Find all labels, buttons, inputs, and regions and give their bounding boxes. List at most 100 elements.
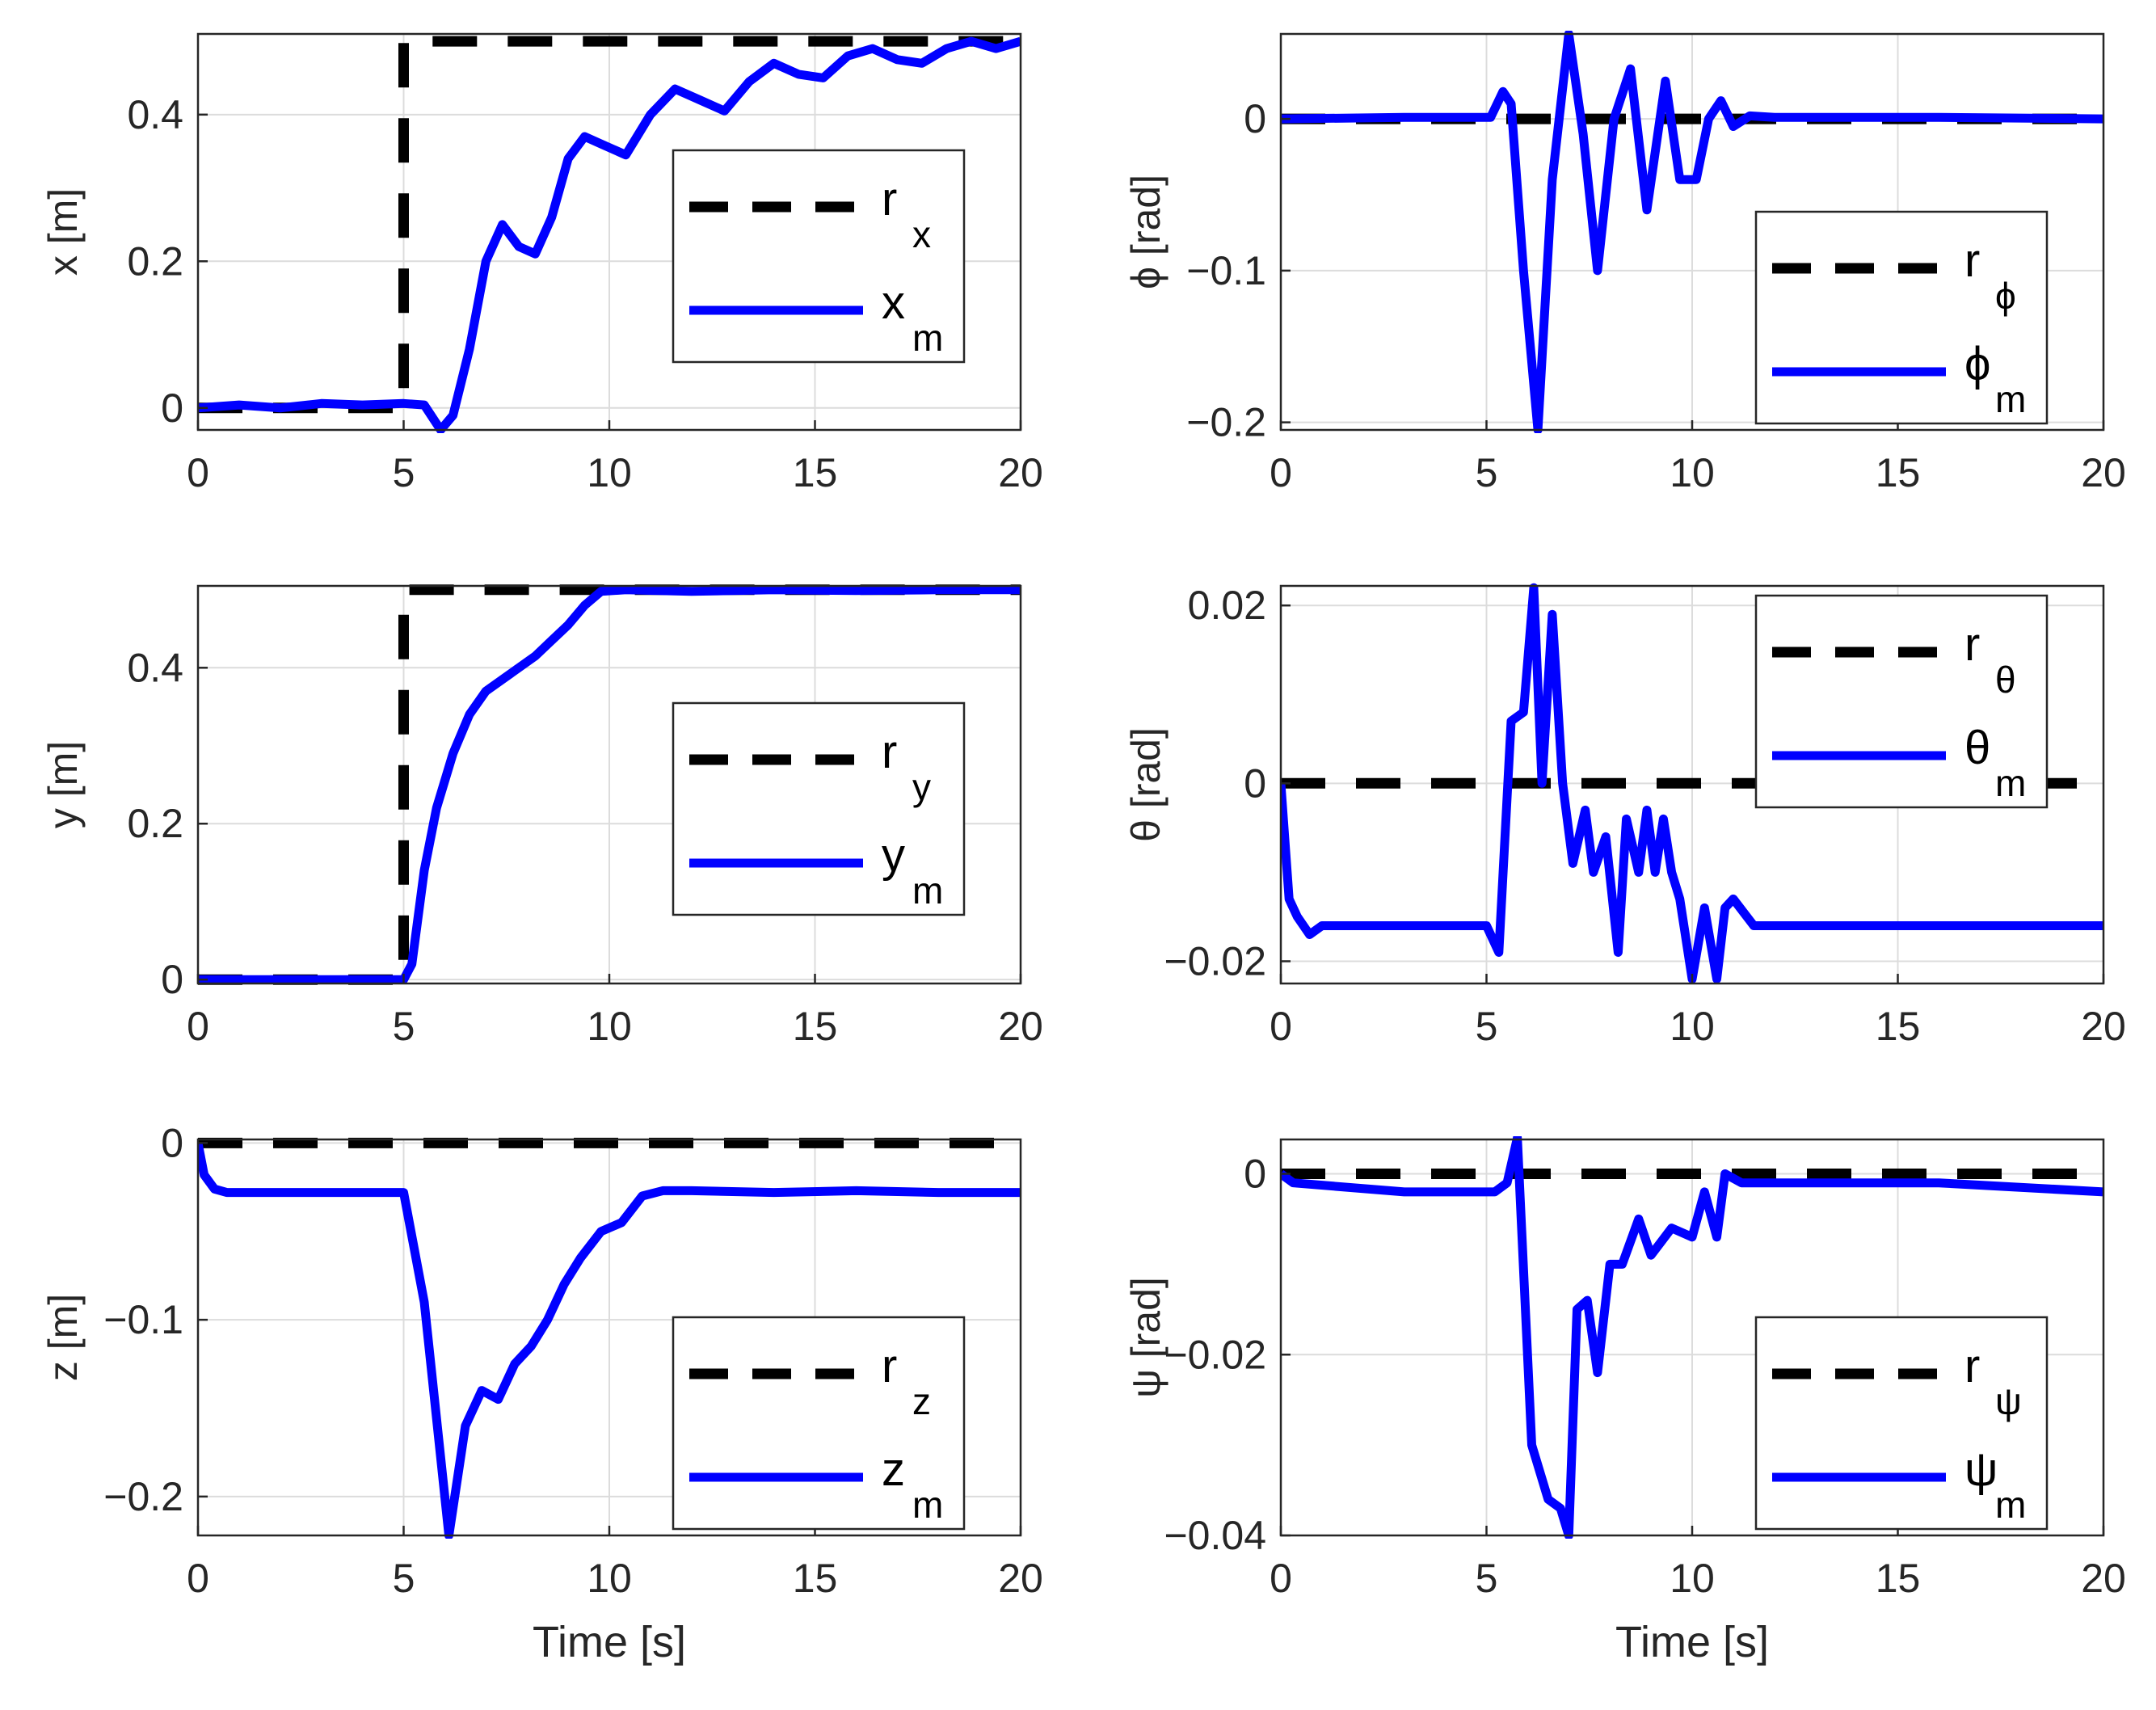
y-ylabel: y [m] [40, 741, 86, 828]
psi-ylabel: ψ [rad] [1123, 1277, 1169, 1398]
theta-legend-sub-1: m [1995, 762, 2026, 804]
y-xtick-label-4: 20 [998, 1004, 1043, 1049]
z-ytick-label-2: 0 [161, 1120, 183, 1165]
x-series-x_m [198, 36, 1021, 433]
y-series-y_m [198, 585, 1021, 984]
y-legend-label-1: y [882, 829, 905, 882]
z-xtick-label-4: 20 [998, 1556, 1043, 1601]
x-legend-label-1: x [882, 276, 905, 329]
psi-ytick-label-0: −0.04 [1164, 1513, 1266, 1558]
psi-legend-box [1754, 1316, 2049, 1531]
x-legend-label-0: r [882, 173, 897, 225]
y-ytick-label-0: 0 [161, 957, 183, 1002]
y-legend-label-0: r [882, 726, 897, 778]
phi-xtick-label-4: 20 [2081, 450, 2126, 495]
z-legend-sub-1: m [912, 1484, 943, 1526]
theta-ytick-label-1: 0 [1244, 760, 1266, 806]
theta-xtick-label-0: 0 [1270, 1004, 1292, 1049]
z-xtick-label-1: 5 [393, 1556, 415, 1601]
y-ytick-label-2: 0.4 [127, 645, 183, 690]
x-xtick-label-1: 5 [393, 450, 415, 495]
x-xtick-label-0: 0 [187, 450, 209, 495]
z-legend-sub-0: z [912, 1380, 931, 1422]
psi-ytick-label-1: −0.02 [1164, 1332, 1266, 1377]
z-legend-label-0: r [882, 1340, 897, 1392]
theta-xtick-label-1: 5 [1476, 1004, 1498, 1049]
psi-series-psi_m [1281, 1136, 2103, 1539]
z-ytick-label-0: −0.2 [103, 1474, 183, 1519]
z-series-z_m [198, 1142, 1021, 1539]
psi-xtick-label-4: 20 [2081, 1556, 2126, 1601]
phi-legend-box [1754, 210, 2049, 425]
phi-ytick-label-2: 0 [1244, 96, 1266, 141]
phi-ytick-label-0: −0.2 [1186, 400, 1266, 445]
phi-xtick-label-3: 15 [1876, 450, 1921, 495]
z-legend-label-1: z [882, 1443, 905, 1496]
x-ylabel: x [m] [40, 188, 86, 276]
y-xtick-label-0: 0 [187, 1004, 209, 1049]
phi-ytick-label-1: −0.1 [1186, 248, 1266, 293]
x-xtick-label-4: 20 [998, 450, 1043, 495]
x-ytick-label-0: 0 [161, 385, 183, 431]
psi-ytick-label-2: 0 [1244, 1152, 1266, 1197]
phi-xtick-label-2: 10 [1670, 450, 1715, 495]
z-xtick-label-0: 0 [187, 1556, 209, 1601]
x-legend-sub-1: m [912, 317, 943, 359]
x-ytick-label-1: 0.2 [127, 238, 183, 284]
psi-legend-sub-1: m [1995, 1484, 2026, 1526]
psi-xlabel: Time [s] [1615, 1618, 1769, 1666]
y-xtick-label-3: 15 [793, 1004, 838, 1049]
theta-ytick-label-2: 0.02 [1188, 583, 1266, 628]
theta-xtick-label-3: 15 [1876, 1004, 1921, 1049]
phi-series-phi_m [1281, 31, 2103, 433]
y-legend-sub-0: y [912, 766, 931, 808]
psi-xtick-label-0: 0 [1270, 1556, 1292, 1601]
y-ytick-label-1: 0.2 [127, 801, 183, 846]
y-legend-sub-1: m [912, 870, 943, 912]
theta-ylabel: θ [rad] [1123, 727, 1169, 842]
phi-xtick-label-0: 0 [1270, 450, 1292, 495]
phi-xtick-label-1: 5 [1476, 450, 1498, 495]
x-ytick-label-2: 0.4 [127, 92, 183, 137]
theta-xtick-label-2: 10 [1670, 1004, 1715, 1049]
x-legend-sub-0: x [912, 213, 931, 255]
y-xtick-label-1: 5 [393, 1004, 415, 1049]
theta-ytick-label-0: −0.02 [1164, 938, 1266, 983]
psi-xtick-label-1: 5 [1476, 1556, 1498, 1601]
psi-xtick-label-2: 10 [1670, 1556, 1715, 1601]
phi-legend-label-1: ϕ [1964, 338, 1990, 390]
theta-xtick-label-4: 20 [2081, 1004, 2126, 1049]
z-ytick-label-1: −0.1 [103, 1297, 183, 1342]
theta-legend-label-0: r [1964, 618, 1980, 671]
x-xtick-label-2: 10 [587, 450, 632, 495]
z-legend-box [672, 1316, 966, 1531]
phi-legend-sub-0: ϕ [1995, 275, 2016, 317]
z-xtick-label-3: 15 [793, 1556, 838, 1601]
phi-ylabel: ϕ [rad] [1123, 175, 1169, 289]
z-ylabel: z [m] [40, 1294, 86, 1381]
x-xtick-label-3: 15 [793, 450, 838, 495]
y-xtick-label-2: 10 [587, 1004, 632, 1049]
psi-legend-label-0: r [1964, 1340, 1980, 1392]
theta-legend-box [1754, 594, 2049, 809]
phi-legend-sub-1: m [1995, 378, 2026, 420]
phi-legend-label-0: r [1964, 234, 1980, 287]
theta-legend-label-1: θ [1964, 722, 1990, 774]
theta-series-theta_m [1281, 583, 2103, 983]
z-xtick-label-2: 10 [587, 1556, 632, 1601]
psi-legend-label-1: ψ [1964, 1443, 1998, 1496]
psi-xtick-label-3: 15 [1876, 1556, 1921, 1601]
